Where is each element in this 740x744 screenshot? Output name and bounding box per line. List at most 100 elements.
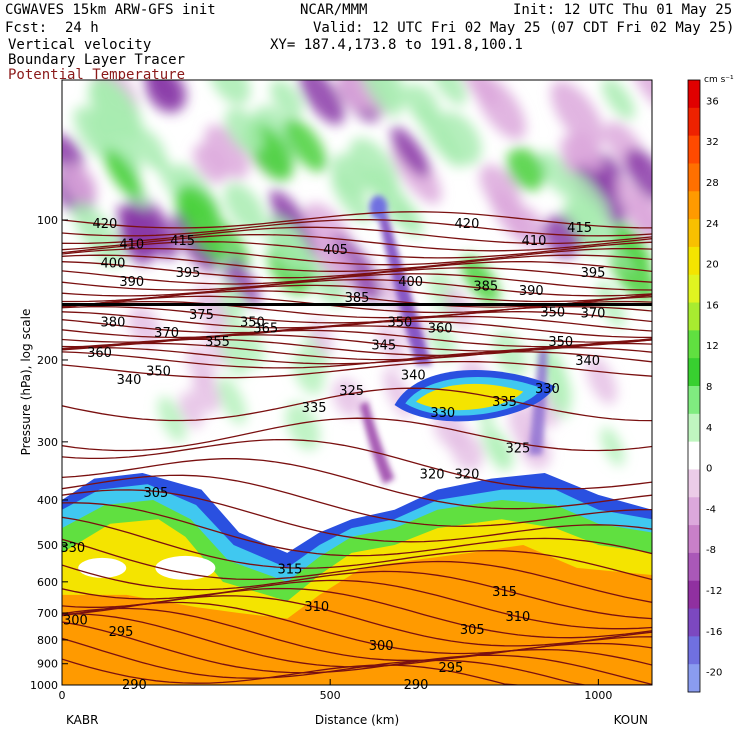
field-vertical-velocity: Vertical velocity [8,37,152,53]
y-axis-label: Pressure (hPa), log scale [19,309,33,456]
colorbar-label: -8 [706,545,716,556]
theta-contour-line [62,637,652,685]
colorbar-label: 16 [706,300,719,311]
colorbar-swatch [688,497,700,526]
colorbar-swatch [688,441,700,470]
theta-contour-line [62,241,652,259]
theta-label: 340 [117,373,142,388]
theta-contour-line [62,360,652,379]
updraft-cell [404,83,441,126]
y-tick-label: 800 [37,634,58,647]
theta-contour-line [62,438,652,490]
theta-label: 335 [492,395,517,410]
updraft-cell [285,402,321,451]
theta-contour-line [62,387,652,422]
theta-label: 345 [371,338,396,353]
y-tick-label: 400 [37,494,58,507]
updraft-cell [429,80,467,105]
downdraft-cell [624,148,652,202]
updraft-cell [493,330,527,378]
colorbar-label: 8 [706,382,712,393]
theta-label: 350 [548,335,573,350]
theta-label: 310 [505,610,530,625]
colorbar-label: 32 [706,137,719,148]
colorbar-swatch [688,135,700,164]
updraft-cell [490,433,514,469]
y-tick-label: 1000 [30,679,58,692]
updraft-cell [601,80,636,120]
downdraft-core [369,195,388,220]
colorbar-swatch [688,358,700,387]
colorbar-label: 0 [706,464,712,475]
theta-label: 315 [278,562,303,577]
theta-label: 300 [63,614,88,629]
theta-contour-line [62,538,652,603]
theta-contour-line [62,621,652,685]
updraft-cell [600,426,625,467]
theta-contour-line [62,226,652,245]
colorbar-swatch [688,413,700,443]
colorbar-swatch [688,246,700,276]
theta-label: 420 [92,217,117,232]
downdraft-cell [191,375,221,414]
updraft-cell [223,182,266,234]
theta-contour-line [62,346,652,365]
updraft-cell [264,216,312,273]
colorbar-swatch [688,219,700,248]
theta-label: 310 [304,600,329,615]
theta-label: 340 [575,354,600,369]
theta-label: 305 [143,486,168,501]
theta-contour-line [62,564,652,620]
colorbar-swatch [688,525,700,554]
theta-label: 350 [146,365,171,380]
colorbar-label: 28 [706,178,719,189]
theta-label: 350 [540,305,565,320]
colorbar-label: -16 [706,627,722,638]
upper-tracer-core [416,383,524,411]
colorbar-label: -20 [706,668,722,679]
colorbar-swatch [688,274,700,304]
theta-contour-line [62,474,652,527]
updraft-cell [565,193,610,247]
fcst-label: Fcst: [5,20,48,36]
downdraft-cell [479,164,522,215]
colorbar-swatch [688,107,700,137]
downdraft-cell [444,287,473,329]
downdraft-plume [359,400,395,485]
theta-label: 295 [109,625,134,640]
theta-contour-line [62,351,652,369]
theta-contour-line [62,254,652,272]
theta-label: 360 [87,346,112,361]
y-tick-label: 100 [37,214,58,227]
theta-label: 350 [387,315,412,330]
updraft-cell [330,153,369,197]
plot-frame [61,79,653,686]
theta-label: 380 [101,315,126,330]
left-endpoint-label: KABR [66,713,98,727]
colorbar-label: -4 [706,504,716,515]
theta-label: 370 [154,326,179,341]
theta-label: 385 [473,279,498,294]
theta-contour-line [62,579,652,630]
colorbar-label: 12 [706,341,719,352]
tracer-core [62,545,652,685]
updraft-cell [157,396,187,442]
theta-contour-line [62,219,652,237]
downdraft-cell [204,124,249,179]
theta-label: 405 [323,243,348,258]
colorbar-swatch [688,80,700,109]
field-potential-temperature: Potential Temperature [8,67,186,83]
colorbar-unit: cm s⁻¹ [704,75,734,85]
colorbar-swatch [688,469,700,498]
theta-label: 410 [119,238,144,253]
downdraft-cell [550,80,605,149]
theta-label: 395 [581,266,606,281]
downdraft-cell [460,80,498,107]
updraft-cell [91,80,144,141]
theta-contour-line [62,211,652,229]
theta-label: 300 [369,639,394,654]
theta-label: 325 [505,441,530,456]
theta-label: 340 [401,369,426,384]
downdraft-plume [375,203,433,365]
